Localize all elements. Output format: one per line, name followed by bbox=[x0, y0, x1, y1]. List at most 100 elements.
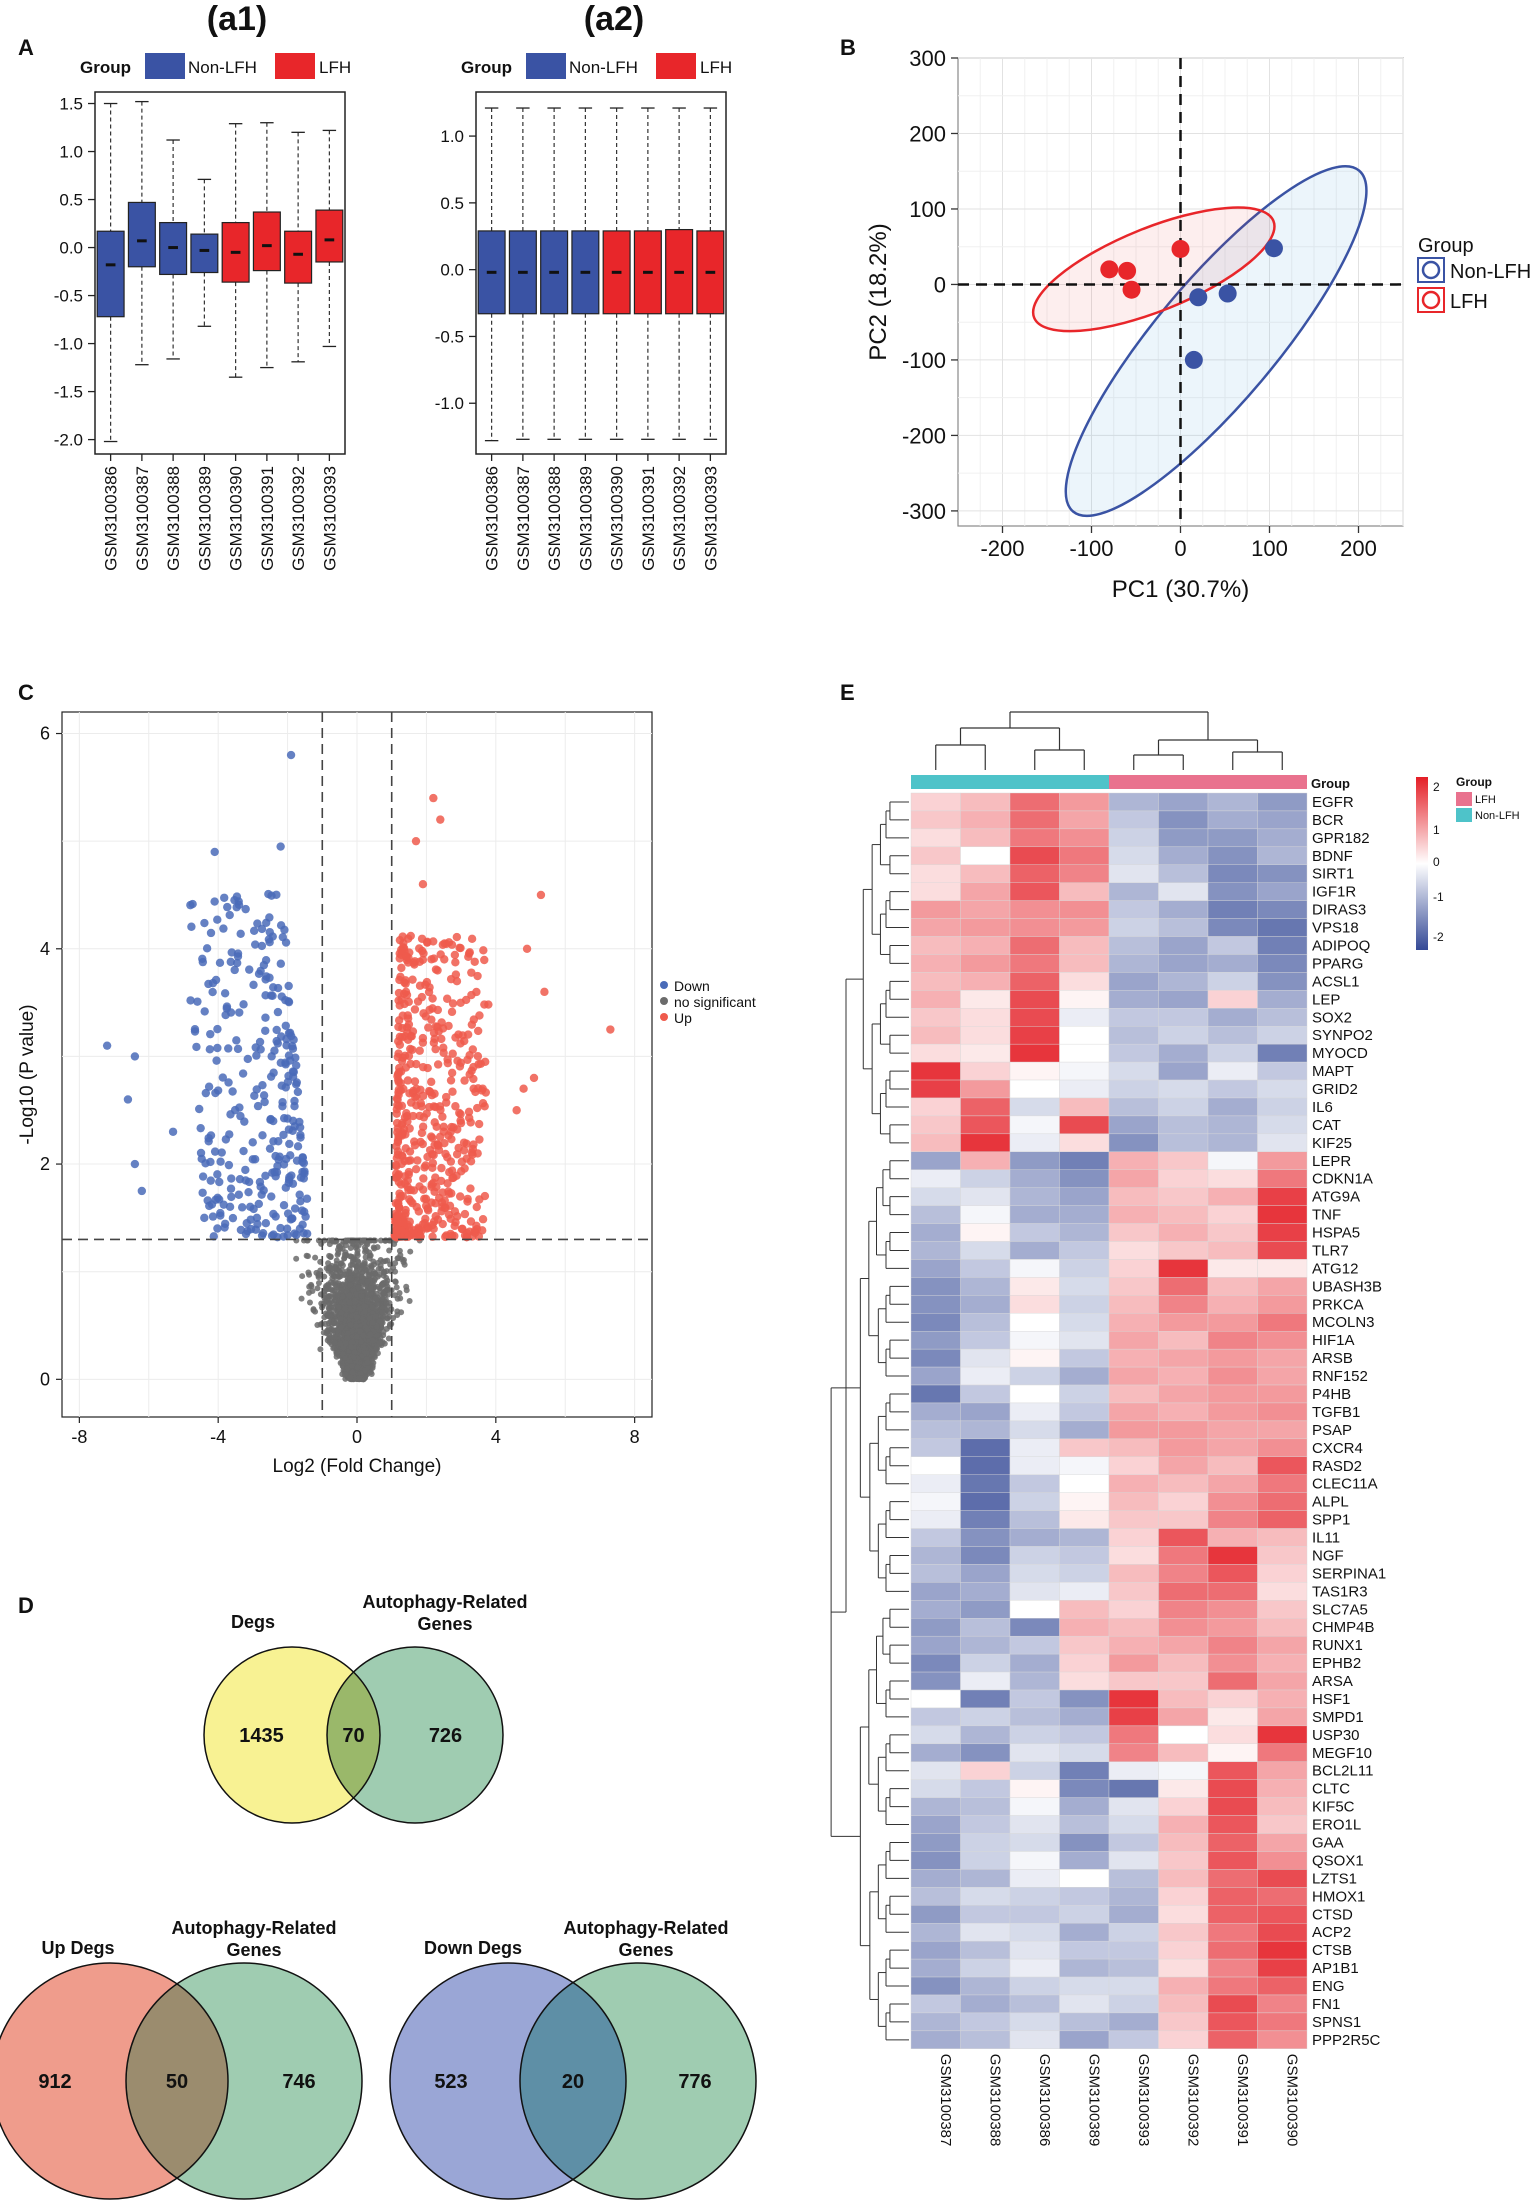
point-gray bbox=[338, 1324, 345, 1331]
heatmap-cell bbox=[1207, 1438, 1258, 1457]
point-up bbox=[393, 1100, 402, 1110]
heatmap-cell bbox=[960, 1851, 1011, 1870]
point-gray bbox=[347, 1374, 354, 1381]
legend-title: Group bbox=[80, 58, 131, 77]
row-label: CLTC bbox=[1312, 1781, 1350, 1798]
heatmap-cell bbox=[1158, 1259, 1209, 1278]
point-gray bbox=[375, 1265, 382, 1272]
heatmap-cell bbox=[1108, 1474, 1159, 1493]
heatmap-cell bbox=[910, 1313, 961, 1332]
point-down bbox=[206, 928, 216, 938]
point-down bbox=[227, 1174, 236, 1183]
point-up bbox=[395, 954, 404, 963]
point-gray bbox=[368, 1263, 375, 1270]
point-down bbox=[228, 1213, 238, 1223]
heatmap-cell bbox=[1059, 900, 1110, 919]
heatmap-cell bbox=[1059, 1528, 1110, 1547]
point-up bbox=[434, 1141, 443, 1150]
heatmap-cell bbox=[1059, 1779, 1110, 1798]
point-down bbox=[244, 1187, 253, 1197]
point-up bbox=[470, 957, 479, 966]
point-up bbox=[392, 1109, 401, 1118]
heatmap-cell bbox=[1108, 1635, 1159, 1655]
point-gray bbox=[337, 1269, 344, 1276]
heatmap-cell bbox=[1207, 792, 1258, 812]
point-down bbox=[204, 979, 213, 989]
point-gray bbox=[351, 1349, 358, 1356]
heatmap-cell bbox=[1257, 1295, 1308, 1314]
heatmap-cell bbox=[1108, 1330, 1159, 1350]
heatmap-cell bbox=[1257, 1384, 1308, 1404]
heatmap-cell bbox=[1257, 1026, 1308, 1045]
heatmap-cell bbox=[1207, 1043, 1258, 1063]
heatmap-cell bbox=[1207, 1600, 1258, 1619]
heatmap-cell bbox=[1158, 1797, 1209, 1816]
legend-swatch-lfh bbox=[275, 53, 315, 79]
point-down bbox=[205, 1045, 215, 1054]
point-gray bbox=[335, 1303, 342, 1310]
heatmap-cell bbox=[1059, 1725, 1110, 1745]
point-gray bbox=[346, 1292, 353, 1299]
point-gray bbox=[312, 1254, 319, 1261]
heatmap-cell bbox=[1158, 1958, 1209, 1978]
point-down bbox=[220, 893, 229, 902]
point-down bbox=[284, 1125, 294, 1134]
y-tick-label: 1.0 bbox=[440, 127, 464, 146]
point-down bbox=[210, 847, 219, 857]
x-tick-label: GSM3100389 bbox=[195, 466, 214, 571]
heatmap-cell bbox=[1059, 1420, 1110, 1440]
heatmap: Group EGFRBCRGPR182BDNFSIRT1IGF1RDIRAS3VP… bbox=[830, 711, 1386, 2146]
point-gray bbox=[306, 1299, 313, 1306]
heatmap-cell bbox=[1059, 1600, 1110, 1619]
heatmap-cell bbox=[910, 954, 961, 973]
heatmap-cell bbox=[910, 1851, 961, 1870]
x-tick-label: -200 bbox=[980, 536, 1024, 561]
heatmap-cell bbox=[1059, 1259, 1110, 1278]
point-up bbox=[512, 1106, 521, 1115]
x-tick-label: GSM3100391 bbox=[639, 466, 658, 571]
heatmap-cell bbox=[1108, 1277, 1159, 1296]
box-GSM3100388: GSM3100388 bbox=[159, 139, 188, 571]
heatmap-cell bbox=[1207, 1474, 1258, 1493]
heatmap-cell bbox=[1257, 1851, 1308, 1870]
point-gray bbox=[342, 1271, 349, 1278]
point-down bbox=[302, 1229, 312, 1238]
heatmap-cell bbox=[1009, 1582, 1060, 1601]
point-down bbox=[241, 904, 250, 914]
heatmap-cell bbox=[960, 1994, 1011, 2014]
heatmap-cell bbox=[960, 1026, 1011, 1045]
heatmap-cell bbox=[1059, 2030, 1110, 2049]
heatmap-cell bbox=[1158, 990, 1209, 1009]
point-gray bbox=[352, 1375, 359, 1382]
point-up bbox=[436, 815, 445, 824]
heatmap-cell bbox=[1009, 1456, 1060, 1475]
point-down bbox=[278, 1102, 287, 1111]
point-up bbox=[418, 1038, 428, 1047]
point-up bbox=[398, 1011, 407, 1020]
heatmap-cell bbox=[1158, 1313, 1209, 1332]
point-up bbox=[431, 1022, 441, 1031]
heatmap-cell bbox=[910, 1869, 961, 1888]
point-down bbox=[232, 903, 241, 912]
heatmap-cell bbox=[1257, 1546, 1308, 1565]
heatmap-cell bbox=[1257, 1689, 1308, 1709]
heatmap-cell bbox=[1158, 1582, 1209, 1601]
point-up bbox=[474, 1119, 484, 1129]
heatmap-cell bbox=[1059, 1905, 1110, 1924]
point-up bbox=[401, 979, 410, 988]
point-gray bbox=[376, 1318, 383, 1325]
point-down bbox=[293, 1087, 303, 1097]
point-up bbox=[405, 1147, 415, 1156]
point-down bbox=[281, 1183, 291, 1192]
point-up bbox=[401, 1130, 410, 1139]
point-gray bbox=[312, 1308, 319, 1315]
heatmap-cell bbox=[1059, 1815, 1110, 1834]
point-up bbox=[425, 1145, 435, 1155]
heatmap-cell bbox=[960, 1564, 1011, 1583]
heatmap-cell bbox=[1158, 1725, 1209, 1745]
heatmap-cell bbox=[910, 1420, 961, 1440]
heatmap-cell bbox=[960, 1061, 1011, 1081]
heatmap-cell bbox=[1009, 1958, 1060, 1978]
heatmap-cell bbox=[1207, 1833, 1258, 1852]
venn-overlap-count: 50 bbox=[166, 2071, 188, 2093]
